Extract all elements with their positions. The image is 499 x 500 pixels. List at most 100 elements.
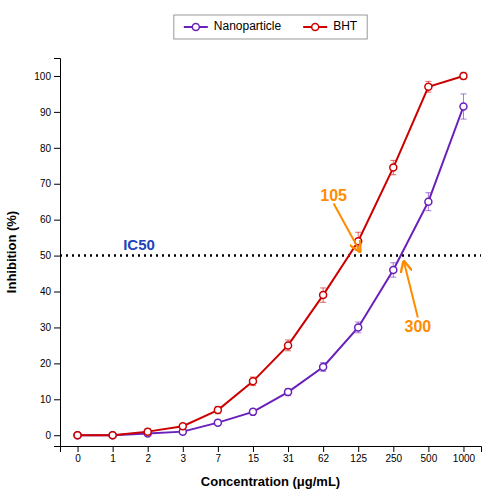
tick: 1 [110,446,116,464]
tick-mark [358,446,359,452]
plot-area [60,72,481,438]
point [179,423,186,430]
y-axis: 0 10 20 30 40 50 60 70 80 90 100 [34,59,60,447]
tick: 15 [248,446,260,464]
legend-entry: BHT [303,19,358,33]
tick-label: 0 [45,430,51,441]
point [320,363,327,370]
point [74,432,81,439]
legend-marker [312,24,319,31]
point [390,266,397,273]
tick-label: 2 [145,453,151,464]
tick-label: 3 [181,453,187,464]
tick-mark [54,148,60,149]
tick-mark [54,363,60,364]
tick: 30 [40,322,60,333]
tick-label: 50 [40,250,52,261]
tick-mark [54,112,60,113]
legend: Nanoparticle BHT [174,15,367,39]
tick-mark [463,446,464,452]
series-line [78,107,464,436]
axis-line [54,59,61,447]
tick-mark [54,292,60,293]
tick-label: 1000 [453,453,476,464]
tick: 1000 [453,446,476,464]
tick-label: 10 [40,394,52,405]
point [425,83,432,90]
tick: 50 [40,250,60,261]
error-bar [460,94,466,119]
series-line [78,76,464,435]
tick-label: 7 [216,453,222,464]
chart: 0 1 2 3 7 15 31 62 125 250 50 0 1000 0 10 20 30 40 50 60 70 8… [0,0,499,500]
tick-label: 70 [40,178,52,189]
tick-label: 250 [385,453,402,464]
tick: 80 [40,143,60,154]
error-bar [320,363,326,372]
point [249,408,256,415]
tick-mark [288,446,289,452]
tick: 31 [283,446,295,464]
point [460,103,467,110]
tick-label: 20 [40,358,52,369]
error-bar [250,409,256,415]
tick: 60 [40,214,60,225]
point [460,72,467,79]
x-axis-title: Concentration (μg/mL) [201,474,340,489]
legend-label: Nanoparticle [214,19,282,33]
tick: 20 [40,358,60,369]
point [320,292,327,299]
tick-mark [54,327,60,328]
tick-label: 31 [283,453,295,464]
error-bar [285,389,291,396]
tick-mark [54,399,60,400]
axis-line [61,447,482,453]
annotation: 300 [404,318,431,335]
point [285,389,292,396]
point [109,432,116,439]
series [74,94,467,439]
tick-label: 60 [40,214,52,225]
tick-label: 125 [350,453,367,464]
tick-mark [393,446,394,452]
tick-mark [78,446,79,452]
tick-mark [54,256,60,257]
point [74,432,81,439]
tick-label: 100 [34,71,51,82]
legend-marker [192,24,199,31]
tick: 2 [145,446,151,464]
tick-mark [183,446,184,452]
point [109,432,116,439]
point [355,324,362,331]
point [285,342,292,349]
tick: 100 [34,71,60,82]
series [74,72,467,438]
tick-label: 0 [75,453,81,464]
error-bar [250,377,256,386]
point [214,407,221,414]
x-axis: 012371531621252505001000 [61,446,482,464]
point [249,378,256,385]
tick-mark [428,446,429,452]
tick-label: 90 [40,107,52,118]
point [390,164,397,171]
tick-mark [218,446,219,452]
tick-label: 40 [40,286,52,297]
error-bar [460,72,466,79]
point [425,198,432,205]
error-bar [215,406,221,413]
tick-mark [113,446,114,452]
tick: 250 [385,446,402,464]
tick-label: 62 [318,453,330,464]
tick: 70 [40,178,60,189]
y-axis-title: Inhibition (%) [4,211,19,293]
tick-mark [54,184,60,185]
tick: 125 [350,446,367,464]
tick: 3 [181,446,187,464]
tick: 62 [318,446,330,464]
annotation-arrow [334,204,360,252]
legend-box [174,15,367,39]
tick: 0 [45,430,60,441]
tick-label: 80 [40,143,52,154]
reference-line [60,254,481,257]
